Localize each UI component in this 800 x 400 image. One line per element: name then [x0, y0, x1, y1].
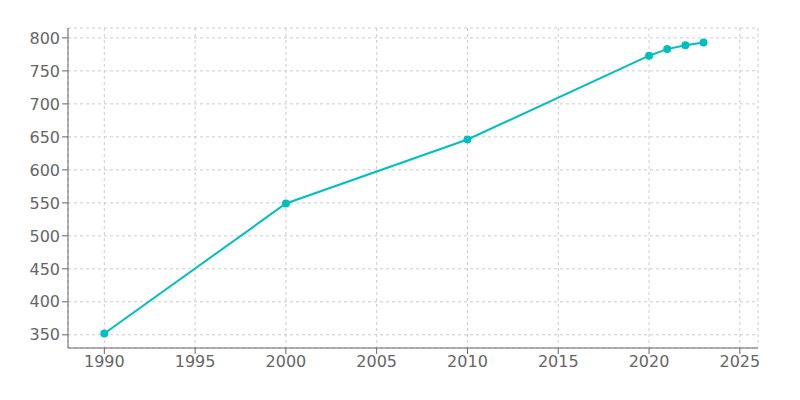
- svg-text:450: 450: [29, 260, 60, 279]
- svg-text:750: 750: [29, 62, 60, 81]
- svg-text:500: 500: [29, 227, 60, 246]
- svg-text:2005: 2005: [356, 352, 397, 371]
- svg-text:1990: 1990: [84, 352, 125, 371]
- svg-text:400: 400: [29, 292, 60, 311]
- svg-text:2000: 2000: [266, 352, 307, 371]
- svg-text:650: 650: [29, 128, 60, 147]
- svg-text:600: 600: [29, 161, 60, 180]
- svg-text:2010: 2010: [447, 352, 488, 371]
- svg-text:2020: 2020: [629, 352, 670, 371]
- svg-text:800: 800: [29, 29, 60, 48]
- svg-text:2025: 2025: [719, 352, 760, 371]
- svg-text:550: 550: [29, 194, 60, 213]
- svg-text:2015: 2015: [538, 352, 579, 371]
- svg-text:700: 700: [29, 95, 60, 114]
- svg-text:1995: 1995: [175, 352, 216, 371]
- svg-text:350: 350: [29, 325, 60, 344]
